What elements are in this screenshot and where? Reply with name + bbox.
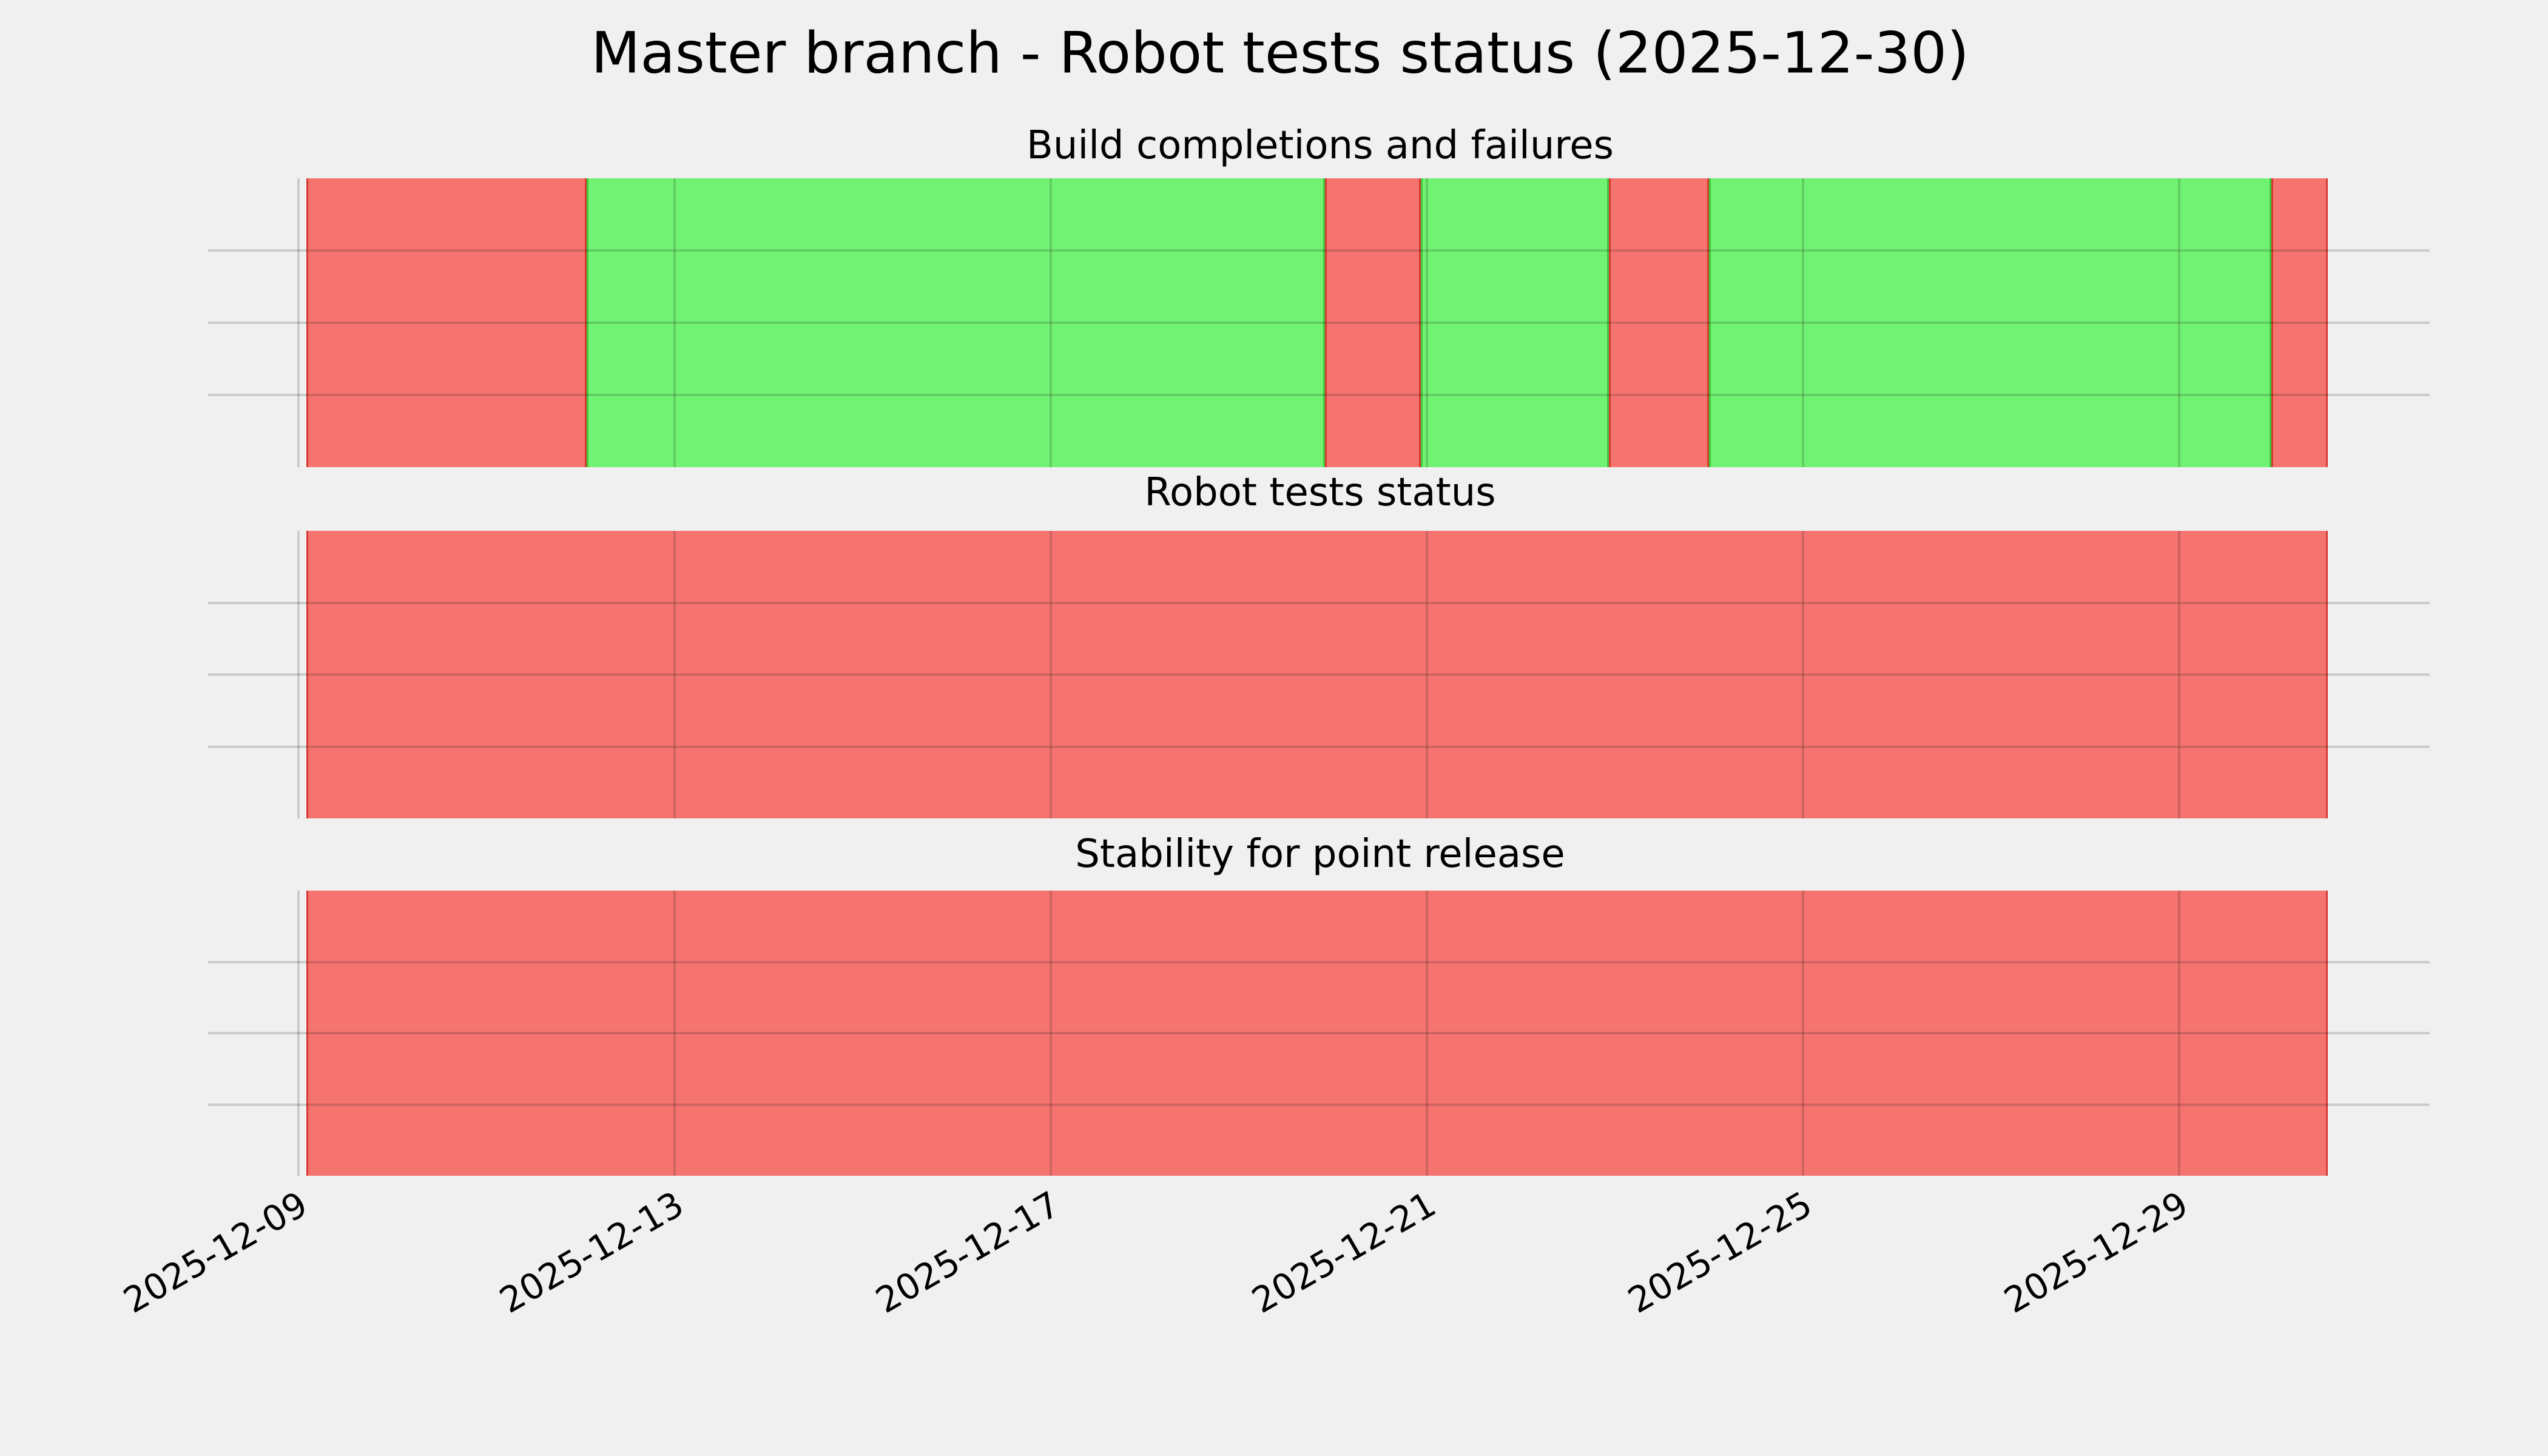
y-gridline bbox=[208, 394, 2430, 396]
y-gridline bbox=[208, 745, 2430, 748]
y-gridline bbox=[208, 249, 2430, 252]
x-gridline bbox=[297, 891, 300, 1176]
bar-segment-fail bbox=[1325, 178, 1421, 467]
y-gridline bbox=[208, 673, 2430, 676]
x-tick-label: 2025-12-13 bbox=[493, 1183, 690, 1321]
x-gridline bbox=[1426, 178, 1428, 467]
x-tick-label: 2025-12-29 bbox=[1997, 1183, 2195, 1321]
bar-segment-fail bbox=[306, 178, 587, 467]
subplot-title-build-completions: Build completions and failures bbox=[1026, 123, 1614, 168]
y-gridline bbox=[208, 322, 2430, 324]
x-gridline bbox=[1050, 178, 1052, 467]
bar-segment-fail bbox=[306, 891, 2328, 1176]
x-gridline bbox=[673, 531, 676, 818]
y-gridline bbox=[208, 601, 2430, 604]
x-gridline bbox=[297, 178, 300, 467]
x-gridline bbox=[1802, 531, 1804, 818]
x-tick-label: 2025-12-17 bbox=[869, 1183, 1067, 1321]
x-gridline bbox=[1802, 891, 1804, 1176]
x-gridline bbox=[2178, 891, 2180, 1176]
bar-segment-fail bbox=[306, 531, 2328, 818]
x-gridline bbox=[2178, 531, 2180, 818]
x-gridline bbox=[1426, 891, 1428, 1176]
bar-segment-fail bbox=[2271, 178, 2328, 467]
figure-title: Master branch - Robot tests status (2025… bbox=[591, 20, 1969, 87]
y-gridline bbox=[208, 1103, 2430, 1106]
bar-segment-fail bbox=[1609, 178, 1709, 467]
subplot-title-stability: Stability for point release bbox=[1075, 831, 1565, 877]
x-gridline bbox=[297, 531, 300, 818]
x-gridline bbox=[1802, 178, 1804, 467]
bar-segment-pass bbox=[586, 178, 1326, 467]
y-gridline bbox=[208, 960, 2430, 963]
x-tick-label: 2025-12-09 bbox=[116, 1183, 314, 1321]
x-gridline bbox=[1426, 531, 1428, 818]
bar-segment-pass bbox=[1421, 178, 1609, 467]
bar-segment-pass bbox=[1709, 178, 2271, 467]
x-tick-label: 2025-12-25 bbox=[1621, 1183, 1819, 1321]
x-gridline bbox=[2178, 178, 2180, 467]
x-tick-label: 2025-12-21 bbox=[1245, 1183, 1443, 1321]
x-gridline bbox=[673, 891, 676, 1176]
x-gridline bbox=[673, 178, 676, 467]
x-gridline bbox=[1050, 891, 1052, 1176]
subplot-title-robot-tests: Robot tests status bbox=[1144, 470, 1496, 515]
y-gridline bbox=[208, 1032, 2430, 1034]
x-gridline bbox=[1050, 531, 1052, 818]
